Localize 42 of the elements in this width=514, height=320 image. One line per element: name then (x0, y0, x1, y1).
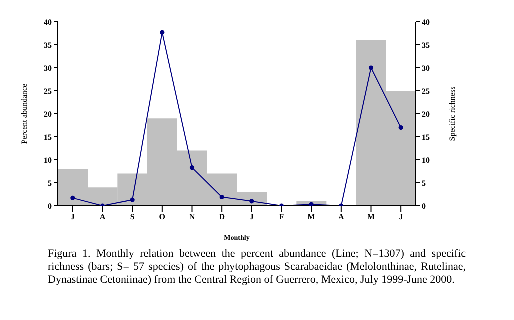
x-tick-label: J (399, 212, 404, 222)
point (130, 198, 135, 202)
point (190, 166, 195, 170)
y-tick-label: 25 (44, 86, 52, 96)
point (398, 126, 404, 130)
y-tick-label: 5 (48, 178, 52, 188)
x-tick-label: J (70, 212, 75, 222)
y2-tick-label: 20 (422, 110, 430, 119)
x-tick-label: M (367, 212, 376, 222)
y-tick-label: 0 (48, 202, 52, 211)
point (309, 202, 314, 206)
x-tick-label: D (219, 212, 226, 222)
y2-tick-label: 15 (422, 132, 430, 142)
y-tick-label: 30 (44, 64, 52, 73)
y-tick-label: 10 (44, 156, 52, 165)
x-tick-label: S (130, 212, 136, 222)
x-tick-label: M (308, 212, 316, 222)
x-tick-label: A (338, 212, 345, 222)
text: Figura 1. Monthly relation between the percent abundance (Line; N=1307) and specific richness (bars; S= 57 species) of the phytophagous Scarabaeidae (Melolonthinae, Rutelinae, Dynastinae Cetoniinae) from the Central Region of Guerrero, Mexico, July 1999-June 2000. (48, 248, 466, 287)
y2-tick-label: 5 (422, 178, 426, 188)
point (250, 199, 254, 204)
point (70, 196, 76, 200)
x-tick-label: J (250, 212, 254, 222)
y2-tick-label: 40 (422, 18, 430, 27)
y2-tick-label: 10 (422, 156, 430, 165)
y-axis-title: Percent abundance (20, 83, 29, 144)
x-tick-label: A (100, 212, 106, 222)
x-tick-label: N (189, 212, 196, 222)
y-tick-label: 20 (44, 110, 52, 119)
point (368, 66, 374, 70)
y2-tick-label: 0 (422, 202, 426, 211)
x-tick-label: F (279, 212, 284, 222)
y2-tick-label: 35 (422, 40, 430, 50)
y2-axis-title: Specific richness (448, 86, 457, 142)
y2-tick-label: 25 (422, 86, 430, 96)
point (220, 194, 224, 200)
y-tick-label: 40 (44, 18, 52, 27)
y2-tick-label: 30 (422, 64, 430, 73)
y-tick-label: 35 (44, 40, 52, 50)
y-tick-label: 15 (44, 132, 52, 142)
point (160, 30, 165, 35)
x-tick-label: O (159, 212, 166, 222)
